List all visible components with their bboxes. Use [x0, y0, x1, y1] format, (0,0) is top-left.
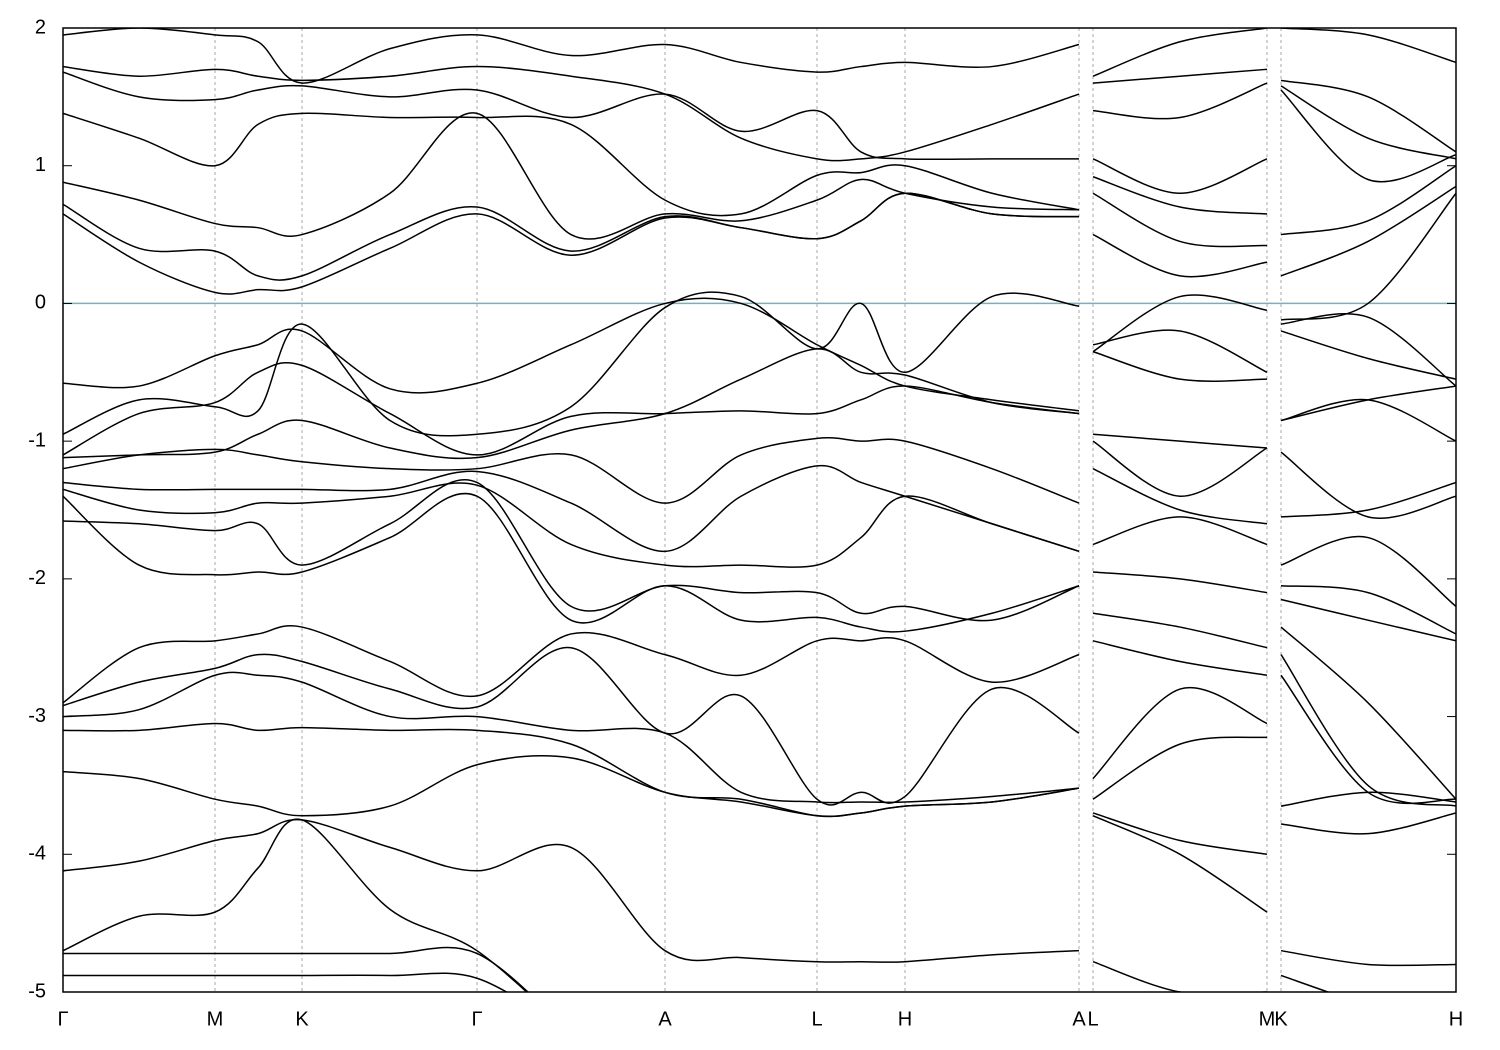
- band-line: [63, 437, 1456, 519]
- band-line: [63, 348, 1456, 460]
- band-line: [63, 65, 1456, 162]
- band-line: [63, 646, 1456, 807]
- x-tick-label: L: [1087, 1008, 1098, 1030]
- bands: [63, 28, 1456, 992]
- band-line: [63, 972, 508, 992]
- band-line: [63, 482, 1456, 607]
- x-tick-label: L: [811, 1008, 822, 1030]
- band-line: [63, 625, 1456, 800]
- y-tick-label: 2: [35, 16, 46, 38]
- band-line: [63, 291, 1456, 437]
- x-tick-label: K: [1274, 1008, 1288, 1030]
- y-tick-label: 0: [35, 292, 46, 314]
- x-tick-label: M: [207, 1008, 224, 1030]
- plot-frame: [62, 27, 1457, 993]
- band-line: [63, 671, 1456, 805]
- x-tick-label: M: [1259, 1008, 1276, 1030]
- band-line: [63, 818, 1331, 992]
- x-tick-label: H: [898, 1008, 912, 1030]
- band-line: [63, 946, 530, 992]
- y-tick-label: -5: [28, 980, 46, 1002]
- band-line: [63, 479, 1456, 635]
- y-tick-label: -1: [28, 429, 46, 451]
- y-tick-label: -4: [28, 843, 46, 865]
- band-line: [63, 28, 1456, 84]
- x-tick-label: Γ: [57, 1008, 68, 1030]
- band-line: [63, 112, 1456, 240]
- x-tick-label: Γ: [471, 1008, 482, 1030]
- band-line: [63, 818, 1456, 992]
- band-line: [63, 465, 1456, 553]
- band-line: [63, 71, 1456, 161]
- band-line: [63, 297, 1456, 412]
- x-tick-label: A: [1072, 1008, 1086, 1030]
- band-line: [63, 755, 1456, 913]
- x-tick-label: H: [1449, 1008, 1463, 1030]
- y-tick-label: -3: [28, 705, 46, 727]
- band-line: [63, 89, 1456, 217]
- x-tick-label: K: [295, 1008, 309, 1030]
- x-tick-label: A: [658, 1008, 672, 1030]
- band-line: [63, 493, 1456, 649]
- y-tick-label: 1: [35, 154, 46, 176]
- y-tick-label: -2: [28, 567, 46, 589]
